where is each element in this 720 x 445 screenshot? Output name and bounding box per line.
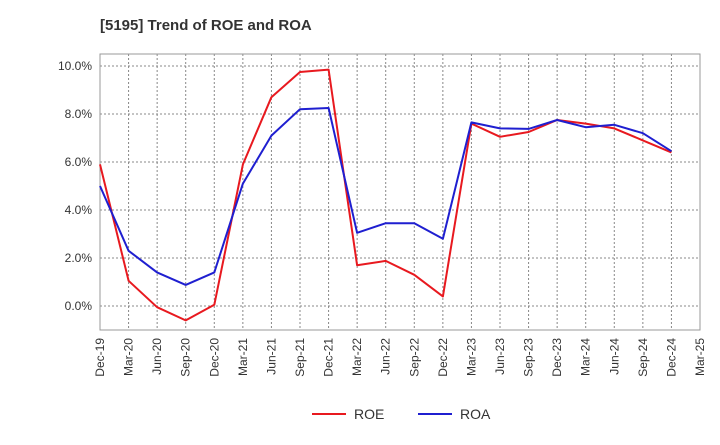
x-tick-label: Sep-20 [179, 338, 193, 377]
legend: ROE ROA [312, 406, 491, 422]
x-tick-label: Mar-23 [464, 338, 478, 376]
x-tick-label: Mar-24 [579, 338, 593, 376]
x-tick-label: Jun-20 [150, 338, 164, 375]
x-tick-label: Sep-24 [636, 338, 650, 377]
x-tick-label: Jun-23 [493, 338, 507, 375]
x-tick-label: Jun-24 [607, 338, 621, 375]
y-tick-label: 10.0% [58, 59, 92, 73]
y-axis-ticks: 0.0% 2.0% 4.0% 6.0% 8.0% 10.0% [58, 59, 92, 313]
chart-title: [5195] Trend of ROE and ROA [100, 17, 312, 34]
y-tick-label: 0.0% [65, 299, 93, 313]
x-tick-label: Jun-21 [264, 338, 278, 375]
x-tick-label: Dec-23 [550, 338, 564, 377]
series-line-roa [99, 107, 672, 286]
x-tick-label: Mar-21 [236, 338, 250, 376]
series-lines [99, 68, 672, 322]
x-tick-label: Jun-22 [379, 338, 393, 375]
x-tick-label: Sep-23 [522, 338, 536, 377]
x-tick-label: Mar-20 [122, 338, 136, 376]
x-tick-label: Mar-22 [350, 338, 364, 376]
series-line-roe [99, 68, 672, 322]
x-tick-label: Mar-25 [693, 338, 707, 376]
legend-label-roe: ROE [354, 406, 384, 422]
x-tick-label: Dec-24 [664, 338, 678, 377]
x-tick-label: Dec-19 [93, 338, 107, 377]
x-tick-label: Dec-20 [207, 338, 221, 377]
x-tick-label: Sep-22 [407, 338, 421, 377]
x-tick-label: Dec-21 [322, 338, 336, 377]
plot-frame [99, 53, 701, 331]
x-axis-ticks: Dec-19 Mar-20 Jun-20 Sep-20 Dec-20 Mar-21 Jun-… [93, 338, 707, 377]
x-tick-label: Sep-21 [293, 338, 307, 377]
y-tick-label: 4.0% [65, 203, 93, 217]
y-tick-label: 6.0% [65, 155, 93, 169]
y-tick-label: 2.0% [65, 251, 93, 265]
x-tick-label: Dec-22 [436, 338, 450, 377]
grid [100, 54, 700, 330]
y-tick-label: 8.0% [65, 107, 93, 121]
legend-label-roa: ROA [460, 406, 491, 422]
